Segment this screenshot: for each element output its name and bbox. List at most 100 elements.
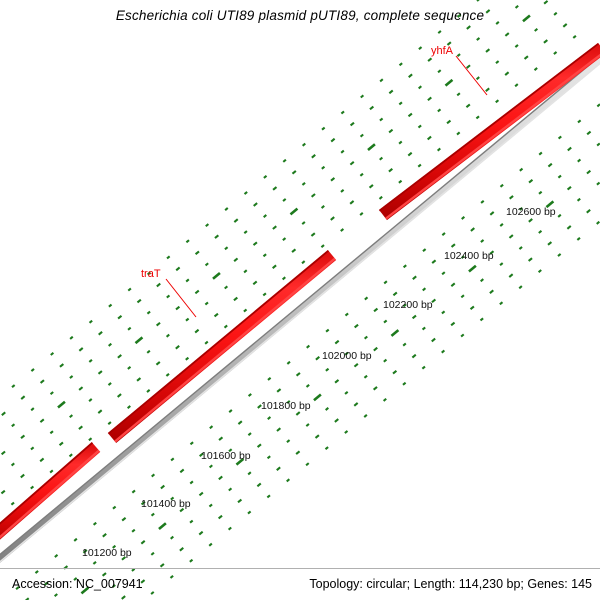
- tick-dash: [499, 301, 504, 306]
- tick-dash: [257, 404, 262, 409]
- tick-dash: [325, 328, 330, 333]
- gene-label-traT[interactable]: traT: [141, 268, 161, 280]
- backbone-line[interactable]: [0, 55, 600, 570]
- gene-bar-highlight: [0, 449, 100, 539]
- minor-tick-row: [243, 191, 407, 386]
- tick-dash: [117, 354, 122, 359]
- tick-dash: [417, 163, 422, 168]
- tick-dash: [0, 450, 6, 456]
- minor-tick-row: [34, 570, 58, 597]
- tick-dash: [117, 393, 122, 398]
- tick-dash: [340, 228, 345, 232]
- tick-dash: [204, 340, 209, 345]
- status-bar: Accession: NC_007941 Topology: circular;…: [0, 568, 600, 600]
- tick-dash: [136, 298, 142, 304]
- tick-dash: [34, 570, 39, 574]
- tick-dash: [30, 485, 35, 490]
- tick-dash: [340, 110, 345, 115]
- gene-bar-yhfA[interactable]: [378, 42, 600, 221]
- tick-dash: [566, 225, 572, 230]
- tick-dash: [88, 398, 93, 402]
- tick-dash: [518, 285, 523, 290]
- gene-bar[interactable]: [0, 442, 101, 549]
- minor-tick-row: [1, 411, 155, 595]
- tick-dash: [117, 314, 123, 320]
- tick-dash: [146, 310, 151, 315]
- tick-dash: [495, 99, 500, 104]
- tick-dash: [441, 232, 446, 236]
- tick-dash: [305, 423, 310, 427]
- tick-dash: [422, 287, 427, 292]
- minor-tick-row: [360, 94, 523, 290]
- tick-dash: [398, 101, 403, 106]
- tick-dash: [402, 264, 407, 269]
- tick-dash: [276, 427, 282, 432]
- tick-dash: [543, 39, 548, 44]
- gene-bar-body[interactable]: [379, 42, 600, 221]
- tick-dash: [527, 257, 533, 262]
- tick-dash: [372, 386, 378, 391]
- tick-dash: [383, 280, 388, 285]
- tick-dash: [475, 76, 480, 81]
- tick-dash: [189, 441, 194, 446]
- tick-dash: [577, 119, 582, 124]
- tick-dash: [155, 321, 161, 327]
- tick-dash: [450, 321, 456, 327]
- tick-dash: [310, 193, 316, 198]
- tick-dash: [146, 271, 151, 276]
- tick-dash: [218, 436, 224, 441]
- tick-dash: [263, 214, 267, 218]
- tick-dash: [189, 519, 194, 524]
- tick-dash: [282, 198, 287, 202]
- tick-dash: [301, 260, 306, 265]
- tick-dash: [30, 368, 35, 372]
- tick-dash: [11, 384, 16, 388]
- tick-dash: [88, 359, 93, 363]
- tick-dash: [50, 352, 55, 356]
- tick-dash: [108, 303, 113, 308]
- tick-dash: [272, 186, 278, 191]
- tick-dash: [107, 421, 112, 426]
- tick-dash: [198, 530, 204, 536]
- tick-dash: [213, 312, 219, 318]
- tick-dash: [557, 253, 562, 257]
- tick-dash: [262, 292, 267, 297]
- tick-dash: [237, 498, 243, 504]
- tick-dash: [44, 581, 49, 586]
- tick-dash: [349, 121, 355, 127]
- tick-dash: [97, 370, 103, 375]
- tick-dash: [97, 409, 103, 414]
- tick-dash: [553, 11, 558, 16]
- tick-dash: [577, 158, 582, 163]
- tick-dash: [88, 319, 93, 324]
- tick-dash: [204, 262, 209, 267]
- tick-dash: [518, 246, 523, 250]
- tick-dash: [508, 234, 514, 239]
- gene-bar-traT[interactable]: [107, 250, 337, 443]
- gene-feature-bars[interactable]: [0, 42, 600, 549]
- tick-dash: [495, 21, 500, 25]
- gene-bar-body[interactable]: [0, 442, 101, 545]
- tick-dash: [340, 149, 345, 154]
- tick-dash: [88, 437, 93, 442]
- tick-dash: [69, 414, 74, 419]
- gene-label-yhfA[interactable]: yhfA: [431, 45, 454, 57]
- tick-dash: [179, 468, 185, 474]
- tick-dash: [431, 259, 437, 264]
- tick-dash: [39, 379, 45, 384]
- tick-dash: [360, 94, 365, 99]
- tick-dash: [57, 400, 66, 409]
- tick-dash: [310, 232, 316, 237]
- tick-dash: [237, 420, 243, 425]
- gene-bar-body[interactable]: [107, 250, 337, 443]
- genome-backbone[interactable]: [0, 53, 600, 572]
- tick-dash: [321, 165, 326, 170]
- gene-label-leader-lines: [165, 55, 488, 318]
- tick-dash: [382, 397, 387, 402]
- tick-dash: [112, 505, 117, 510]
- tick-dash: [185, 317, 190, 322]
- tick-dash: [295, 450, 301, 455]
- tick-dash: [155, 361, 161, 366]
